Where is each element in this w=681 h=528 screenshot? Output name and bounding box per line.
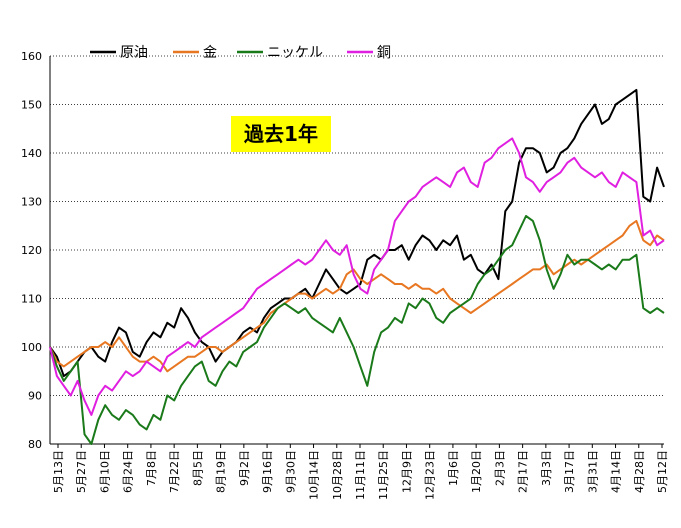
x-tick-label: 5月27日 xyxy=(75,450,88,493)
x-tick-label: 2月17日 xyxy=(517,450,530,493)
x-tick-label: 1月6日 xyxy=(447,450,460,486)
x-tick-label: 12月23日 xyxy=(424,450,437,500)
x-axis: 5月13日 5月27日 6月10日 6月24日 7月8日 7月22日 8月5日 8月19日 9月… xyxy=(50,443,669,500)
x-tick-label: 4月28日 xyxy=(633,450,646,493)
x-tick-label: 3月3日 xyxy=(540,450,553,486)
y-tick-label: 120 xyxy=(21,244,42,257)
x-tick-label: 9月2日 xyxy=(238,450,251,486)
x-tick-label: 3月31日 xyxy=(586,450,599,493)
x-tick-label: 11月25日 xyxy=(377,450,390,500)
series-line-2 xyxy=(49,215,665,445)
x-tick-label: 10月28日 xyxy=(331,450,344,500)
y-tick-label: 100 xyxy=(21,341,42,354)
x-tick-label: 8月19日 xyxy=(215,450,228,493)
series-lines xyxy=(49,88,665,445)
y-tick-label: 130 xyxy=(21,196,42,209)
x-tick-label: 5月12日 xyxy=(656,450,669,493)
y-tick-label: 140 xyxy=(21,147,42,160)
x-tick-label: 9月30日 xyxy=(284,450,297,493)
x-tick-label: 5月13日 xyxy=(52,450,65,493)
annotation-background xyxy=(231,116,331,152)
x-tick-label: 1月20日 xyxy=(470,450,483,493)
x-tick-label: 12月9日 xyxy=(400,450,413,493)
x-tick-label: 6月10日 xyxy=(98,450,111,493)
x-tick-label: 4月14日 xyxy=(610,450,623,493)
y-tick-label: 110 xyxy=(21,293,42,306)
x-tick-label: 10月14日 xyxy=(308,450,321,500)
series-line-3 xyxy=(49,137,665,416)
legend-label: ニッケル xyxy=(267,45,323,61)
y-tick-label: 90 xyxy=(28,390,42,403)
annotation-text: 過去1年 xyxy=(244,122,318,146)
series-line-0 xyxy=(49,88,665,378)
x-tick-label: 7月22日 xyxy=(168,450,181,493)
legend-label: 銅 xyxy=(377,45,391,61)
x-tick-label: 3月17日 xyxy=(563,450,576,493)
legend-label: 金 xyxy=(203,45,217,61)
x-tick-label: 8月5日 xyxy=(191,450,204,486)
annotation: 過去1年 xyxy=(231,116,331,152)
series-line-1 xyxy=(49,219,665,373)
legend: 原油 金 ニッケル 銅 xyxy=(90,45,391,61)
grid-lines xyxy=(50,55,664,396)
y-axis: 80 90 100 110 120 130 140 150 160 xyxy=(21,50,51,451)
x-tick-label: 6月24日 xyxy=(122,450,135,493)
x-tick-label: 9月16日 xyxy=(261,450,274,493)
y-tick-label: 150 xyxy=(21,99,42,112)
x-tick-label: 2月3日 xyxy=(493,450,506,486)
y-tick-label: 160 xyxy=(21,50,42,63)
x-tick-label: 7月8日 xyxy=(145,450,158,486)
x-tick-label: 11月11日 xyxy=(354,450,367,500)
y-tick-label: 80 xyxy=(28,438,42,451)
legend-label: 原油 xyxy=(120,45,148,61)
